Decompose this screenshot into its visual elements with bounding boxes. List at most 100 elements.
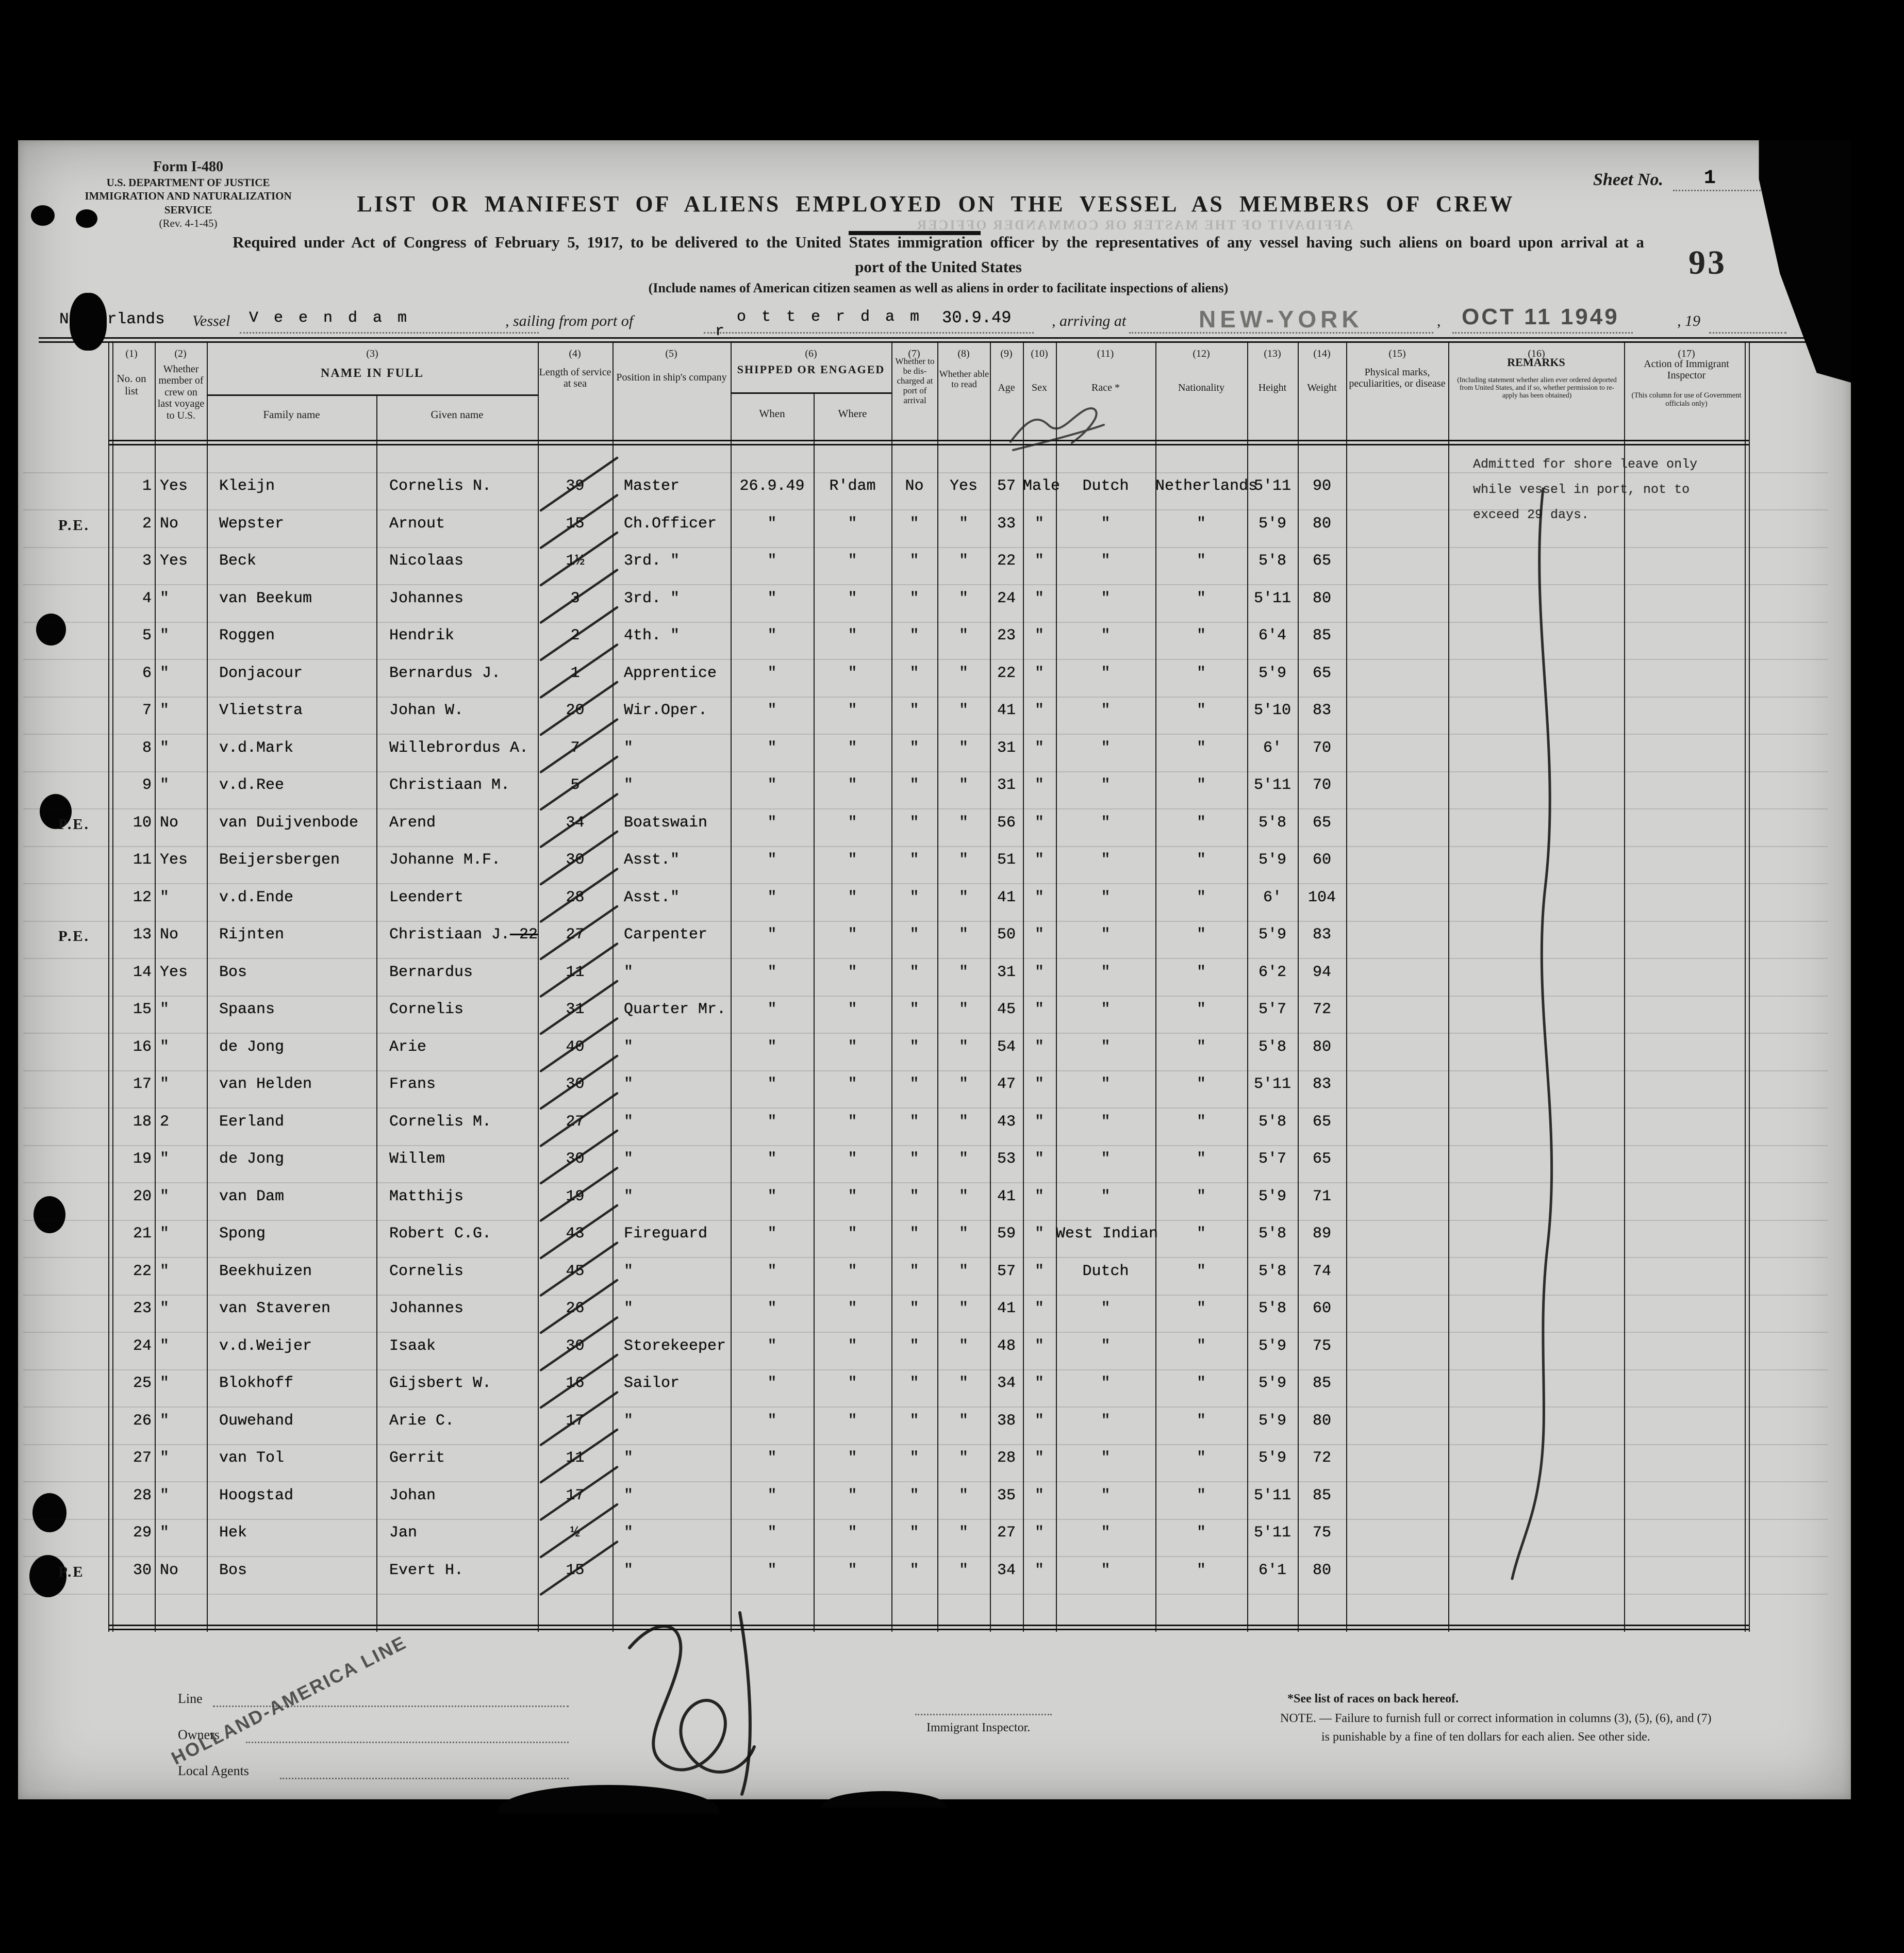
cell-sex: "	[1034, 1486, 1044, 1504]
cell-no: 3	[142, 552, 152, 570]
cell-position: Asst."	[624, 888, 680, 906]
cell-age: 41	[997, 702, 1016, 719]
cell-race: "	[1101, 1486, 1111, 1504]
cell-height: 5'7	[1258, 1150, 1286, 1168]
cell-when: "	[767, 1225, 777, 1243]
service-slash-mark	[539, 1541, 619, 1596]
ruled-line	[23, 1219, 1828, 1221]
service-slash-mark	[539, 905, 619, 961]
cell-given: Frans	[389, 1075, 436, 1093]
cell-weight: 83	[1312, 926, 1331, 944]
cell-when: "	[767, 589, 777, 607]
cell-position: "	[624, 1449, 634, 1467]
cell-no: 1	[142, 477, 152, 495]
cell-sex: "	[1034, 1337, 1044, 1355]
column-number: (14)	[1313, 348, 1331, 359]
cell-where: "	[848, 1449, 857, 1467]
cell-given: Bernardus J.	[389, 664, 501, 682]
cell-height: 5'11	[1253, 589, 1291, 607]
cell-age: 57	[997, 477, 1016, 495]
cell-nat: "	[1196, 776, 1206, 794]
signature-stroke	[738, 1611, 752, 1796]
cell-when: "	[767, 1187, 777, 1205]
sheet-no-value: 1	[1704, 167, 1716, 189]
local-agents-label: Local Agents	[178, 1763, 249, 1778]
cell-race: "	[1101, 552, 1111, 570]
grid-vline	[207, 343, 208, 1632]
cell-read: "	[958, 515, 968, 533]
cell-age: 45	[997, 1001, 1016, 1018]
cell-no: 25	[133, 1375, 152, 1392]
cell-when: "	[767, 627, 777, 644]
cell-family: Ouwehand	[219, 1412, 294, 1430]
cell-height: 5'9	[1258, 926, 1286, 944]
cell-where: "	[848, 888, 857, 906]
cell-no: 21	[133, 1225, 152, 1243]
cell-race: Dutch	[1082, 1262, 1129, 1280]
cell-nat: "	[1196, 1262, 1206, 1280]
margin-pe-mark: P.E.	[58, 816, 90, 833]
column-number: (6)	[805, 348, 817, 359]
ruled-line	[23, 1257, 1828, 1258]
cell-weight: 75	[1312, 1337, 1331, 1355]
punch-hole	[34, 1196, 65, 1233]
cell-crew: "	[160, 776, 170, 794]
port-first-letter: r	[715, 323, 725, 340]
signature-stroke	[628, 1625, 756, 1774]
grid-vline	[1749, 343, 1750, 1632]
cell-read: "	[958, 1486, 968, 1504]
subtitle-line1: Required under Act of Congress of Februa…	[233, 233, 1644, 251]
cell-given: Robert C.G.	[389, 1225, 492, 1243]
cell-family: van Tol	[219, 1449, 285, 1467]
cell-read: "	[958, 627, 968, 644]
cell-nat: "	[1196, 1524, 1206, 1542]
cell-weight: 80	[1312, 1561, 1331, 1579]
cell-height: 5'9	[1258, 1187, 1286, 1205]
column-number: (2)	[174, 348, 187, 359]
cell-read: "	[958, 1375, 968, 1392]
cell-family: Roggen	[219, 627, 275, 644]
cell-nat: "	[1196, 1561, 1206, 1579]
cell-disch: "	[909, 515, 919, 533]
cell-position: "	[624, 1262, 634, 1280]
penalty-note-line1: NOTE. — Failure to furnish full or corre…	[1280, 1712, 1712, 1725]
cell-read: "	[958, 1337, 968, 1355]
cell-disch: "	[909, 702, 919, 719]
cell-given: Johannes	[389, 589, 464, 607]
cell-given: Cornelis N.	[389, 477, 492, 495]
cell-where: "	[848, 1524, 857, 1542]
form-revision: (Rev. 4-1-45)	[159, 217, 218, 229]
cell-family: v.d.Weijer	[219, 1337, 312, 1355]
cell-crew: "	[160, 1075, 170, 1093]
column-header-c17_note: (This column for use of Government offic…	[1631, 391, 1742, 408]
cell-family: v.d.Ende	[219, 888, 294, 906]
cell-disch: "	[909, 1038, 919, 1056]
cell-age: 31	[997, 776, 1016, 794]
cell-given: Hendrik	[389, 627, 455, 644]
cell-height: 5'11	[1253, 1075, 1291, 1093]
cell-age: 56	[997, 814, 1016, 832]
cell-given: Cornelis	[389, 1262, 464, 1280]
cell-sex: "	[1034, 702, 1044, 719]
remark-note: Admitted for shore leave only while vess…	[1473, 452, 1697, 527]
cell-family: Hek	[219, 1524, 247, 1542]
cell-weight: 60	[1312, 851, 1331, 869]
remarks-column-stroke	[1511, 487, 1553, 1580]
cell-sex: "	[1034, 515, 1044, 533]
cell-age: 53	[997, 1150, 1016, 1168]
cell-age: 38	[997, 1412, 1016, 1430]
cell-where: "	[848, 1225, 857, 1243]
cell-sex: "	[1034, 739, 1044, 757]
cell-height: 5'8	[1258, 1113, 1286, 1131]
grid-vline	[1624, 343, 1625, 1632]
grid-vline	[731, 343, 732, 1632]
cell-height: 5'9	[1258, 664, 1286, 682]
cell-no: 30	[133, 1561, 152, 1579]
punch-hole	[70, 293, 107, 351]
cell-given: Bernardus	[389, 963, 473, 981]
cell-disch: "	[909, 1075, 919, 1093]
cell-age: 23	[997, 627, 1016, 644]
cell-age: 31	[997, 963, 1016, 981]
service-slash-mark	[539, 643, 619, 699]
cell-family: Beijersbergen	[219, 851, 340, 869]
